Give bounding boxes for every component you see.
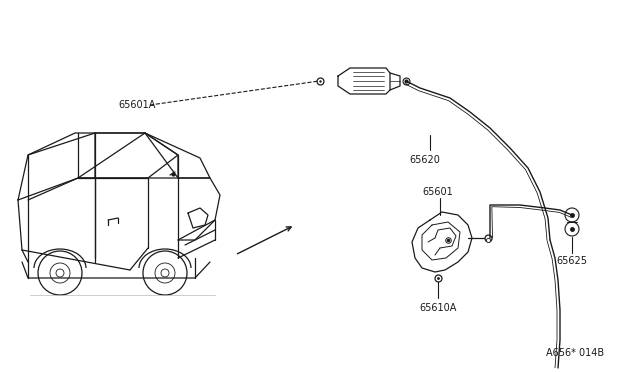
Text: 65625: 65625 [557,256,588,266]
Text: A656* 014B: A656* 014B [546,348,604,358]
Text: 65601: 65601 [422,187,453,197]
Text: 65610A: 65610A [419,303,457,313]
Text: 65601A: 65601A [118,100,156,110]
Text: 65620: 65620 [410,155,440,165]
